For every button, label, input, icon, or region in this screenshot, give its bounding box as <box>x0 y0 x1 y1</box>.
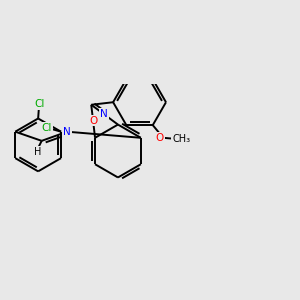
Text: Cl: Cl <box>42 123 52 133</box>
Text: O: O <box>89 116 97 126</box>
Text: N: N <box>100 109 108 119</box>
Text: H: H <box>34 147 41 157</box>
Text: O: O <box>156 133 164 143</box>
Text: N: N <box>63 127 71 137</box>
Text: Cl: Cl <box>34 99 44 109</box>
Text: CH₃: CH₃ <box>172 134 190 144</box>
